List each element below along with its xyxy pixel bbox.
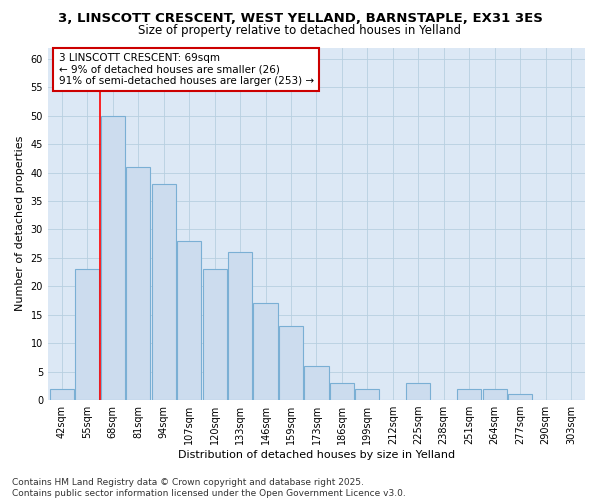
Bar — [75, 270, 100, 400]
Y-axis label: Number of detached properties: Number of detached properties — [15, 136, 25, 312]
Bar — [101, 116, 125, 400]
Bar — [304, 366, 329, 400]
Bar — [152, 184, 176, 400]
Text: Contains HM Land Registry data © Crown copyright and database right 2025.
Contai: Contains HM Land Registry data © Crown c… — [12, 478, 406, 498]
Bar — [508, 394, 532, 400]
Text: 3, LINSCOTT CRESCENT, WEST YELLAND, BARNSTAPLE, EX31 3ES: 3, LINSCOTT CRESCENT, WEST YELLAND, BARN… — [58, 12, 542, 26]
Bar — [228, 252, 252, 400]
Text: Size of property relative to detached houses in Yelland: Size of property relative to detached ho… — [139, 24, 461, 37]
Bar — [253, 304, 278, 400]
Bar — [406, 383, 430, 400]
Bar — [482, 388, 507, 400]
Bar — [457, 388, 481, 400]
Bar — [203, 270, 227, 400]
Bar — [330, 383, 354, 400]
Bar — [50, 388, 74, 400]
Bar — [126, 167, 151, 400]
Text: 3 LINSCOTT CRESCENT: 69sqm
← 9% of detached houses are smaller (26)
91% of semi-: 3 LINSCOTT CRESCENT: 69sqm ← 9% of detac… — [59, 53, 314, 86]
X-axis label: Distribution of detached houses by size in Yelland: Distribution of detached houses by size … — [178, 450, 455, 460]
Bar — [355, 388, 379, 400]
Bar — [279, 326, 303, 400]
Bar — [177, 241, 201, 400]
